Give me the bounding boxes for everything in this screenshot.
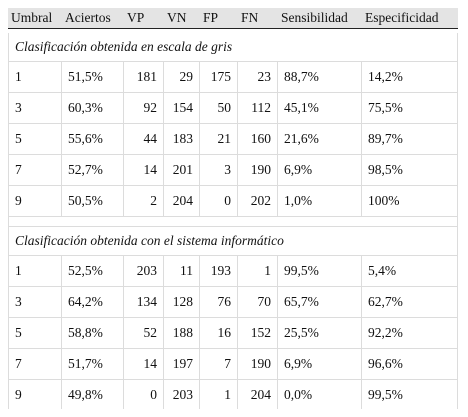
table-cell: 204 [238, 380, 278, 409]
table-cell: 5 [8, 318, 62, 349]
header-cell: Aciertos [62, 8, 124, 29]
table-cell: 51,7% [62, 349, 124, 380]
table-cell: 190 [238, 349, 278, 380]
table-cell: 1 [238, 256, 278, 287]
table-cell: 92 [124, 93, 164, 124]
table-cell: 175 [200, 62, 238, 93]
table: Umbral Aciertos VP VN FP FN Sensibilidad Especi… [8, 8, 458, 409]
table-cell: 96,6% [362, 349, 458, 380]
table-cell: 7 [200, 349, 238, 380]
table-cell: 7 [8, 155, 62, 186]
table-cell: 11 [164, 256, 200, 287]
header-cell: FN [238, 8, 278, 29]
table-cell: 75,5% [362, 93, 458, 124]
table-cell: 70 [238, 287, 278, 318]
table-cell: 0 [124, 380, 164, 409]
table-cell: 99,5% [278, 256, 362, 287]
table-cell: 204 [164, 186, 200, 217]
table-cell: 134 [124, 287, 164, 318]
table-cell: 92,2% [362, 318, 458, 349]
table-cell: 154 [164, 93, 200, 124]
table-cell: 88,7% [278, 62, 362, 93]
table-cell: 3 [8, 287, 62, 318]
table-cell: 0 [200, 186, 238, 217]
table-cell: 50 [200, 93, 238, 124]
table-cell: 1 [8, 256, 62, 287]
table-cell: 1 [200, 380, 238, 409]
table-cell: 76 [200, 287, 238, 318]
table-cell: 6,9% [278, 349, 362, 380]
table-cell: 152 [238, 318, 278, 349]
table-cell: 62,7% [362, 287, 458, 318]
table-cell: 9 [8, 186, 62, 217]
table-cell: 128 [164, 287, 200, 318]
table-cell: 7 [8, 349, 62, 380]
table-cell: 65,7% [278, 287, 362, 318]
table-cell: 203 [124, 256, 164, 287]
header-cell: VP [124, 8, 164, 29]
table-cell: 51,5% [62, 62, 124, 93]
spacer-row [8, 217, 458, 227]
table-cell: 21,6% [278, 124, 362, 155]
table-cell: 89,7% [362, 124, 458, 155]
table-cell: 14 [124, 155, 164, 186]
table-cell: 52,7% [62, 155, 124, 186]
table-cell: 49,8% [62, 380, 124, 409]
table-cell: 98,5% [362, 155, 458, 186]
header-cell: Umbral [8, 8, 62, 29]
table-cell: 202 [238, 186, 278, 217]
table-cell: 99,5% [362, 380, 458, 409]
header-cell: Especificidad [362, 8, 458, 29]
header-cell: VN [164, 8, 200, 29]
table-cell: 14,2% [362, 62, 458, 93]
table-cell: 183 [164, 124, 200, 155]
table-cell: 1,0% [278, 186, 362, 217]
table-cell: 5 [8, 124, 62, 155]
table-cell: 60,3% [62, 93, 124, 124]
table-cell: 3 [200, 155, 238, 186]
table-cell: 29 [164, 62, 200, 93]
table-cell: 197 [164, 349, 200, 380]
header-cell: Sensibilidad [278, 8, 362, 29]
table-cell: 23 [238, 62, 278, 93]
table-cell: 193 [200, 256, 238, 287]
table-cell: 0,0% [278, 380, 362, 409]
table-cell: 21 [200, 124, 238, 155]
table-cell: 1 [8, 62, 62, 93]
table-cell: 16 [200, 318, 238, 349]
table-cell: 52,5% [62, 256, 124, 287]
table-cell: 2 [124, 186, 164, 217]
table-cell: 50,5% [62, 186, 124, 217]
table-cell: 3 [8, 93, 62, 124]
table-cell: 201 [164, 155, 200, 186]
table-cell: 112 [238, 93, 278, 124]
table-cell: 5,4% [362, 256, 458, 287]
section-title: Clasificación obtenida con el sistema in… [8, 227, 458, 256]
table-cell: 160 [238, 124, 278, 155]
table-cell: 58,8% [62, 318, 124, 349]
header-cell: FP [200, 8, 238, 29]
table-cell: 64,2% [62, 287, 124, 318]
table-cell: 14 [124, 349, 164, 380]
table-cell: 55,6% [62, 124, 124, 155]
table-cell: 6,9% [278, 155, 362, 186]
table-cell: 190 [238, 155, 278, 186]
table-cell: 52 [124, 318, 164, 349]
table-cell: 45,1% [278, 93, 362, 124]
table-cell: 9 [8, 380, 62, 409]
table-cell: 203 [164, 380, 200, 409]
table-cell: 181 [124, 62, 164, 93]
table-cell: 25,5% [278, 318, 362, 349]
table-cell: 44 [124, 124, 164, 155]
section-title: Clasificación obtenida en escala de gris [8, 33, 458, 62]
table-cell: 100% [362, 186, 458, 217]
table-cell: 188 [164, 318, 200, 349]
